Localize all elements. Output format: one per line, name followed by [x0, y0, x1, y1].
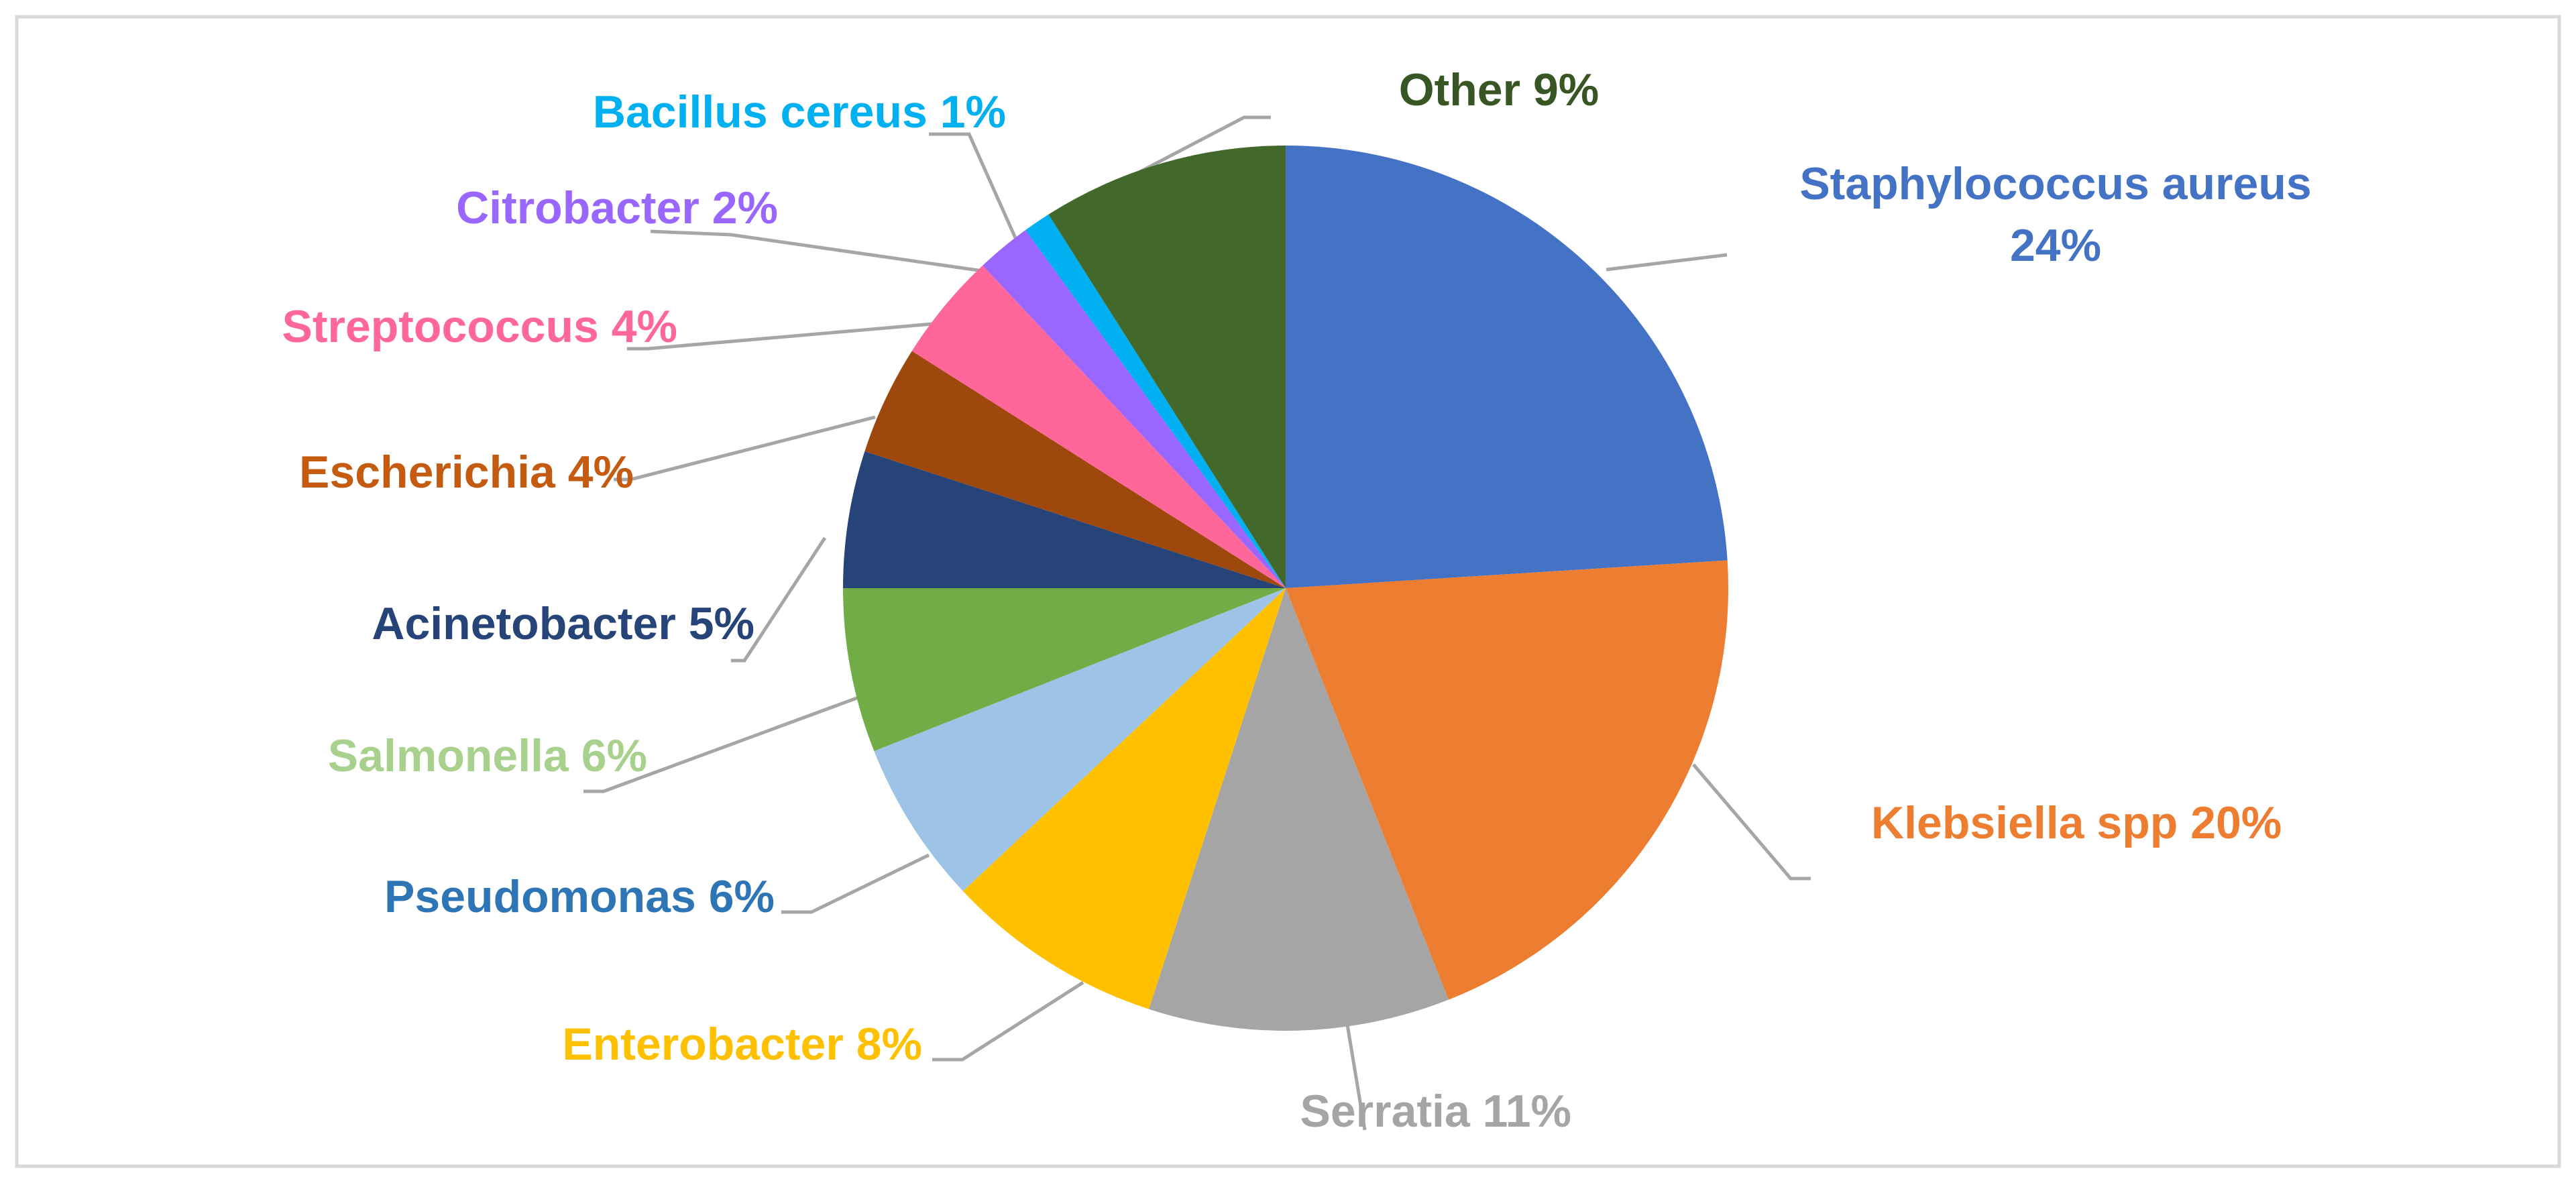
leader-line-pseudomonas	[781, 853, 930, 914]
leader-lines	[583, 115, 1811, 1131]
data-label-escherichia: Escherichia 4%	[299, 447, 634, 498]
pie-slice-other	[1048, 146, 1286, 588]
data-label-line: Other 9%	[1399, 64, 1600, 115]
data-label-klebsiella-spp: Klebsiella spp 20%	[1871, 797, 2282, 848]
pie-slice-citrobacter	[983, 230, 1286, 588]
pie-slice-pseudomonas	[874, 588, 1286, 891]
leader-line-other	[1139, 115, 1271, 174]
data-label-salmonella: Salmonella 6%	[328, 730, 647, 781]
data-label-line: Streptococcus 4%	[282, 301, 677, 352]
pie-slice-acinetobacter	[843, 451, 1286, 588]
leader-line-enterobacter	[932, 980, 1084, 1062]
data-label-line: Serratia 11%	[1300, 1086, 1571, 1137]
pie-slices	[843, 146, 1729, 1031]
data-label-staphylococcus-aureus: Staphylococcus aureus 24%	[1799, 158, 2311, 271]
pie-slice-salmonella	[843, 588, 1286, 751]
pie-slice-enterobacter	[962, 588, 1286, 1009]
leader-line-klebsiella-spp	[1692, 763, 1811, 881]
data-label-line: Klebsiella spp 20%	[1871, 797, 2282, 848]
pie-slice-klebsiella-spp	[1286, 560, 1729, 1000]
data-label-line: Escherichia 4%	[299, 447, 634, 498]
leader-line-salmonella	[583, 695, 859, 793]
leader-line-staphylococcus-aureus	[1606, 253, 1728, 272]
leader-line-serratia	[1345, 1020, 1367, 1131]
data-label-serratia: Serratia 11%	[1300, 1086, 1571, 1137]
data-label-line: Pseudomonas 6%	[384, 871, 775, 922]
data-label-bacillus-cereus: Bacillus cereus 1%	[593, 87, 1006, 137]
data-label-line: Enterobacter 8%	[562, 1019, 922, 1070]
pie-slice-bacillus-cereus	[1025, 214, 1286, 588]
data-label-citrobacter: Citrobacter 2%	[456, 182, 778, 233]
data-label-acinetobacter: Acinetobacter 5%	[372, 598, 754, 649]
data-label-line: Bacillus cereus 1%	[593, 87, 1006, 137]
data-label-line: Salmonella 6%	[328, 730, 647, 781]
leader-line-acinetobacter	[731, 537, 827, 663]
pie-slice-serratia	[1149, 588, 1449, 1031]
leader-line-citrobacter	[650, 229, 988, 274]
data-label-line: Staphylococcus aureus	[1799, 158, 2311, 209]
data-label-streptococcus: Streptococcus 4%	[282, 301, 677, 352]
data-label-pseudomonas: Pseudomonas 6%	[384, 871, 775, 922]
pie-slice-streptococcus	[911, 265, 1286, 588]
leader-line-bacillus-cereus	[929, 132, 1018, 241]
pie-slice-escherichia	[864, 351, 1286, 588]
data-label-other: Other 9%	[1399, 64, 1600, 115]
leader-line-escherichia	[614, 415, 876, 482]
data-label-line: 24%	[2010, 220, 2101, 271]
pie-slice-staphylococcus-aureus	[1286, 146, 1728, 588]
data-label-enterobacter: Enterobacter 8%	[562, 1019, 922, 1070]
leader-line-streptococcus	[627, 322, 933, 351]
data-label-line: Citrobacter 2%	[456, 182, 778, 233]
slice-labels: Staphylococcus aureus 24% Klebsiella spp 2…	[282, 64, 2311, 1137]
data-label-line: Acinetobacter 5%	[372, 598, 754, 649]
